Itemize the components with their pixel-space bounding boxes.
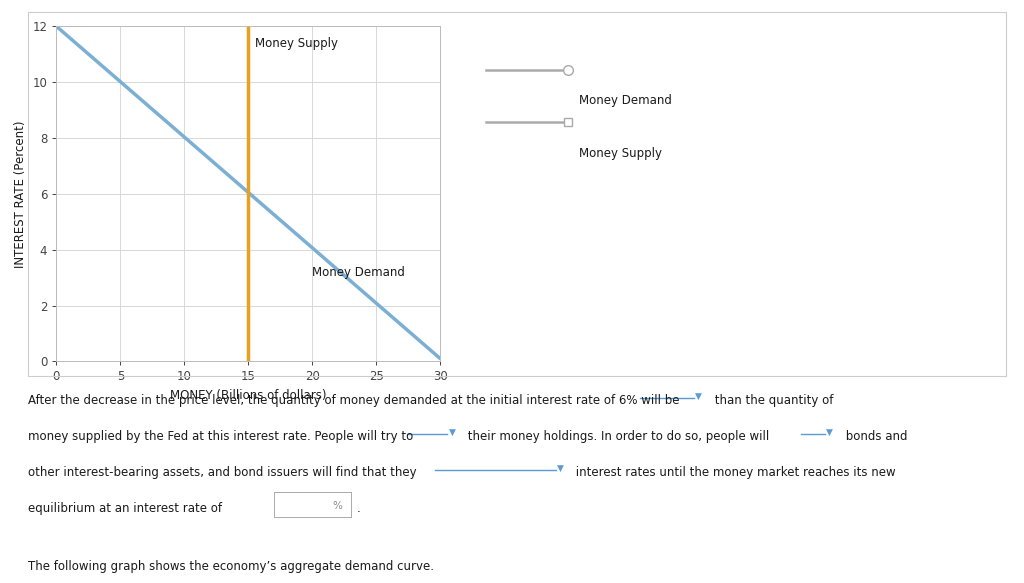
- Text: After the decrease in the price level, the quantity of money demanded at the ini: After the decrease in the price level, t…: [28, 394, 679, 406]
- Text: %: %: [332, 501, 342, 511]
- Text: Money Supply: Money Supply: [579, 147, 662, 160]
- Text: The following graph shows the economy’s aggregate demand curve.: The following graph shows the economy’s …: [28, 560, 433, 573]
- Text: bonds and: bonds and: [842, 430, 907, 442]
- Text: interest rates until the money market reaches its new: interest rates until the money market re…: [572, 466, 896, 479]
- Text: other interest-bearing assets, and bond issuers will find that they: other interest-bearing assets, and bond …: [28, 466, 417, 479]
- Text: ▼: ▼: [557, 464, 564, 473]
- Text: than the quantity of: than the quantity of: [711, 394, 834, 406]
- Text: Money Supply: Money Supply: [255, 37, 338, 50]
- Text: Money Demand: Money Demand: [579, 94, 672, 107]
- Text: money supplied by the Fed at this interest rate. People will try to: money supplied by the Fed at this intere…: [28, 430, 413, 442]
- Text: their money holdings. In order to do so, people will: their money holdings. In order to do so,…: [464, 430, 769, 442]
- Y-axis label: INTEREST RATE (Percent): INTEREST RATE (Percent): [13, 120, 27, 268]
- Text: Money Demand: Money Demand: [312, 266, 406, 279]
- X-axis label: MONEY (Billions of dollars): MONEY (Billions of dollars): [170, 389, 327, 402]
- Text: ▼: ▼: [826, 428, 834, 437]
- Text: .: .: [356, 502, 360, 515]
- Text: equilibrium at an interest rate of: equilibrium at an interest rate of: [28, 502, 221, 515]
- Text: ▼: ▼: [695, 392, 702, 401]
- Text: ▼: ▼: [449, 428, 456, 437]
